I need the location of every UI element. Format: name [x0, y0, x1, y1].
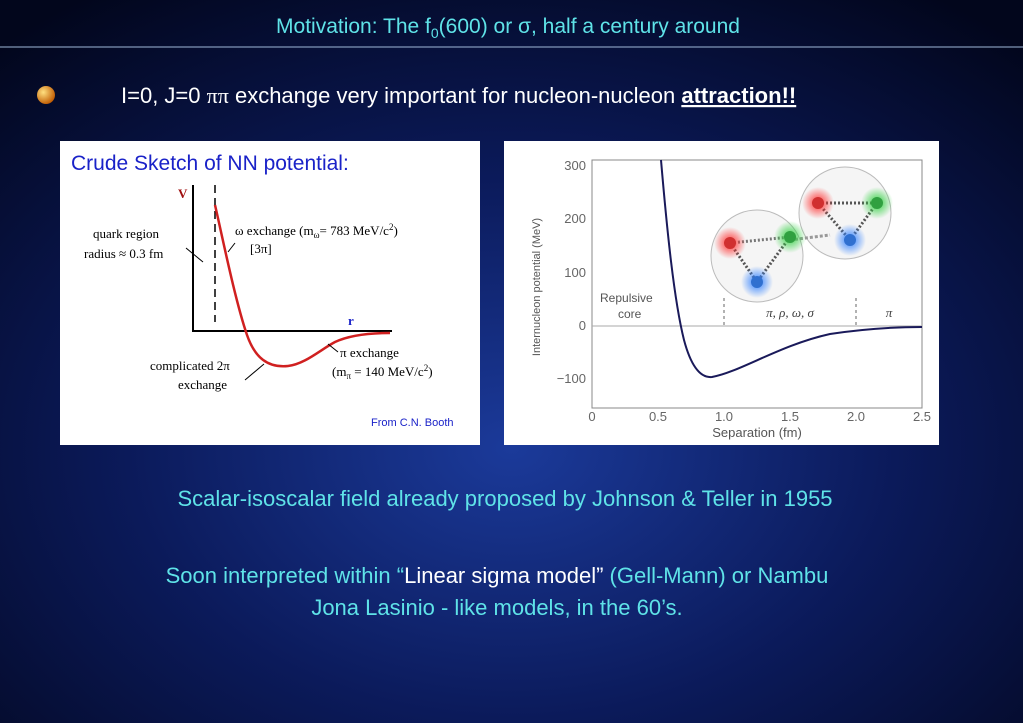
y-tick-label: 100: [564, 265, 586, 280]
x-tick-label: 0: [588, 409, 595, 424]
leader: [244, 363, 265, 381]
v-label: V: [178, 186, 188, 201]
plot-frame: [591, 159, 923, 409]
annotation: π, ρ, ω, σ: [766, 305, 814, 320]
annotation: (mπ = 140 MeV/c2): [332, 363, 433, 381]
y-tick-label: −100: [557, 371, 586, 386]
bullet-icon: [37, 86, 55, 104]
figure-panel: [60, 141, 480, 445]
annotation: π: [886, 305, 893, 320]
annotation: [3π]: [250, 241, 272, 256]
annotation: quark region: [93, 226, 160, 241]
annotation: ω exchange (mω= 783 MeV/c2): [235, 222, 398, 240]
x-tick-label: 2.5: [913, 409, 931, 424]
x-axis-label: Separation (fm): [712, 425, 802, 440]
x-tick-label: 2.0: [847, 409, 865, 424]
left-figure: Crude Sketch of NN potential: V r quark …: [60, 141, 480, 445]
leader: [227, 242, 236, 253]
body-text: Soon interpreted within “Linear sigma mo…: [166, 563, 829, 588]
y-tick-label: 300: [564, 158, 586, 173]
y-tick-label: 200: [564, 211, 586, 226]
title: Motivation: The f0(600) or σ, half a cen…: [276, 15, 740, 41]
x-tick-label: 1.5: [781, 409, 799, 424]
x-tick-label: 1.0: [715, 409, 733, 424]
leader: [327, 343, 339, 353]
annotation: complicated 2π: [150, 358, 230, 373]
annotation: Repulsive: [600, 291, 653, 305]
leader: [185, 247, 204, 263]
r-label: r: [348, 313, 354, 328]
annotation: core: [618, 307, 642, 321]
figure-heading: Crude Sketch of NN potential:: [71, 152, 349, 175]
y-tick-label: 0: [579, 318, 586, 333]
potential-curve: [213, 204, 391, 368]
annotation: exchange: [178, 377, 227, 392]
body-text: Scalar-isoscalar field already proposed …: [177, 486, 832, 511]
annotation: radius ≈ 0.3 fm: [84, 246, 163, 261]
bullet-text: I=0, J=0 ππ exchange very important for …: [121, 83, 796, 108]
potential-curve: [660, 159, 923, 379]
credit: From C.N. Booth: [371, 417, 454, 429]
y-axis-label: Internucleon potential (MeV): [531, 218, 543, 356]
annotation: π exchange: [340, 345, 399, 360]
body-text: Jona Lasinio - like models, in the 60’s.: [311, 595, 682, 620]
right-figure: 300 200 100 0 −100 0 0.5 1.0 1.5 2.0 2.5…: [504, 141, 939, 445]
nucleon-illustration: [710, 166, 893, 303]
x-tick-label: 0.5: [649, 409, 667, 424]
